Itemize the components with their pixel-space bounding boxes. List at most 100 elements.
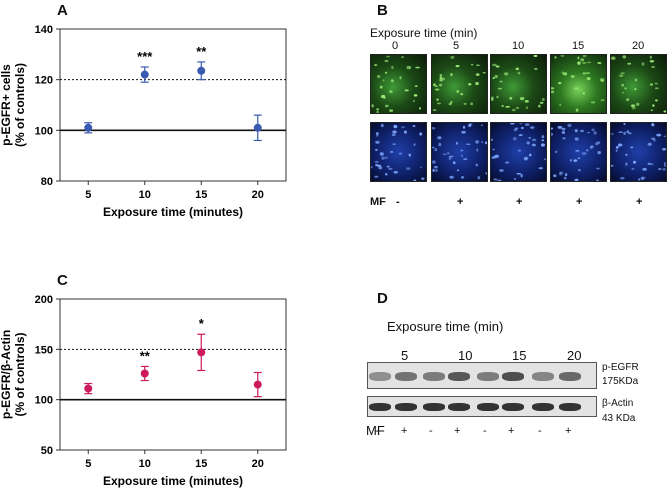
mf-row-label: MF bbox=[370, 196, 386, 208]
blot-actin-kda: 43 KDa bbox=[602, 413, 636, 424]
panel-label-a: A bbox=[57, 2, 68, 19]
panel-label-d: D bbox=[377, 290, 388, 307]
blot-mf-value: + bbox=[508, 425, 515, 437]
blot-actin-label: β-Actin bbox=[602, 398, 634, 409]
pegfr-band bbox=[502, 372, 524, 381]
y-axis-title: p-EGFR+ cells(% of controls) bbox=[0, 63, 27, 147]
significance-label: *** bbox=[137, 49, 153, 64]
blot-mf-label: MF bbox=[366, 423, 385, 438]
blot-mf-value: + bbox=[565, 425, 572, 437]
pegfr-band bbox=[448, 372, 470, 381]
blot-header: Exposure time (min) bbox=[387, 319, 504, 334]
blot-mf-value: - bbox=[538, 425, 542, 437]
panel-label-c: C bbox=[57, 272, 68, 289]
microscopy-time-label: 10 bbox=[512, 40, 525, 52]
data-point bbox=[253, 123, 262, 132]
blot-mf-value: - bbox=[375, 425, 379, 437]
actin-band bbox=[502, 403, 524, 411]
pegfr-band bbox=[532, 372, 554, 381]
pegfr-band bbox=[559, 372, 581, 381]
mf-value: - bbox=[396, 196, 400, 208]
actin-band bbox=[477, 403, 499, 411]
pegfr-stain-image bbox=[431, 54, 488, 114]
actin-band bbox=[395, 403, 417, 411]
blot-mf-value: + bbox=[454, 425, 461, 437]
mf-value: + bbox=[516, 196, 523, 208]
blot-time-label: 20 bbox=[567, 348, 582, 363]
x-tick-label: 20 bbox=[252, 189, 264, 201]
x-tick-label: 15 bbox=[195, 458, 207, 470]
pegfr-stain-image bbox=[610, 54, 667, 114]
y-axis-title-line: p-EGFR+ cells bbox=[0, 64, 13, 146]
actin-band bbox=[448, 403, 470, 411]
pegfr-band bbox=[369, 372, 391, 381]
nuclei-stain-image bbox=[610, 122, 667, 182]
pegfr-band bbox=[395, 372, 417, 381]
pegfr-stain-image bbox=[490, 54, 547, 114]
blot-actin-row bbox=[367, 396, 597, 417]
nuclei-stain-image bbox=[370, 122, 427, 182]
plot-frame bbox=[59, 28, 287, 182]
panel-label-b: B bbox=[377, 2, 388, 19]
data-point bbox=[140, 369, 149, 378]
blot-pegfr-kda: 175KDa bbox=[602, 376, 639, 387]
blot-pegfr-row bbox=[367, 362, 597, 389]
data-point bbox=[253, 380, 262, 389]
blot-time-label: 5 bbox=[401, 348, 409, 363]
significance-label: ** bbox=[140, 348, 151, 363]
data-point bbox=[84, 123, 93, 132]
x-axis-title: Exposure time (minutes) bbox=[103, 474, 243, 488]
data-point bbox=[84, 384, 93, 393]
y-tick-label: 50 bbox=[41, 445, 53, 457]
y-tick-label: 80 bbox=[41, 176, 53, 188]
mf-value: + bbox=[457, 196, 464, 208]
microscopy-header: Exposure time (min) bbox=[370, 26, 478, 40]
y-axis-title: p-EGFR/β-Actin(% of controls) bbox=[0, 330, 27, 419]
plot-frame bbox=[59, 298, 287, 451]
blot-mf-value: - bbox=[483, 425, 487, 437]
nuclei-stain-image bbox=[550, 122, 607, 182]
y-tick-label: 100 bbox=[35, 395, 53, 407]
y-axis-title-line: (% of controls) bbox=[13, 63, 27, 147]
pegfr-stain-image bbox=[370, 54, 427, 114]
y-tick-label: 100 bbox=[35, 125, 53, 137]
actin-band bbox=[369, 403, 391, 411]
actin-band bbox=[423, 403, 445, 411]
blot-time-label: 10 bbox=[458, 348, 473, 363]
x-tick-label: 5 bbox=[85, 189, 91, 201]
blot-pegfr-label: p-EGFR bbox=[602, 362, 639, 373]
y-tick-label: 120 bbox=[35, 75, 53, 87]
data-point bbox=[197, 66, 206, 75]
pegfr-stain-image bbox=[550, 54, 607, 114]
x-tick-label: 20 bbox=[252, 458, 264, 470]
significance-label: ** bbox=[196, 44, 207, 59]
data-point bbox=[140, 70, 149, 79]
nuclei-stain-image bbox=[490, 122, 547, 182]
x-tick-label: 10 bbox=[139, 189, 151, 201]
x-axis-title: Exposure time (minutes) bbox=[103, 205, 243, 219]
x-tick-label: 5 bbox=[85, 458, 91, 470]
pegfr-band bbox=[423, 372, 445, 381]
y-axis-title-line: p-EGFR/β-Actin bbox=[0, 330, 13, 419]
blot-mf-value: + bbox=[401, 425, 408, 437]
data-point bbox=[197, 348, 206, 357]
y-tick-label: 150 bbox=[35, 344, 53, 356]
microscopy-time-label: 0 bbox=[392, 40, 399, 52]
y-axis-title-line: (% of controls) bbox=[13, 333, 27, 417]
nuclei-stain-image bbox=[431, 122, 488, 182]
blot-time-label: 15 bbox=[512, 348, 527, 363]
actin-band bbox=[532, 403, 554, 411]
microscopy-time-label: 15 bbox=[572, 40, 585, 52]
y-tick-label: 140 bbox=[35, 24, 53, 36]
mf-value: + bbox=[576, 196, 583, 208]
microscopy-time-label: 5 bbox=[453, 40, 460, 52]
mf-value: + bbox=[636, 196, 643, 208]
pegfr-band bbox=[477, 372, 499, 381]
actin-band bbox=[559, 403, 581, 411]
significance-label: * bbox=[199, 316, 205, 331]
microscopy-time-label: 20 bbox=[632, 40, 645, 52]
x-tick-label: 15 bbox=[195, 189, 207, 201]
blot-mf-value: - bbox=[429, 425, 433, 437]
